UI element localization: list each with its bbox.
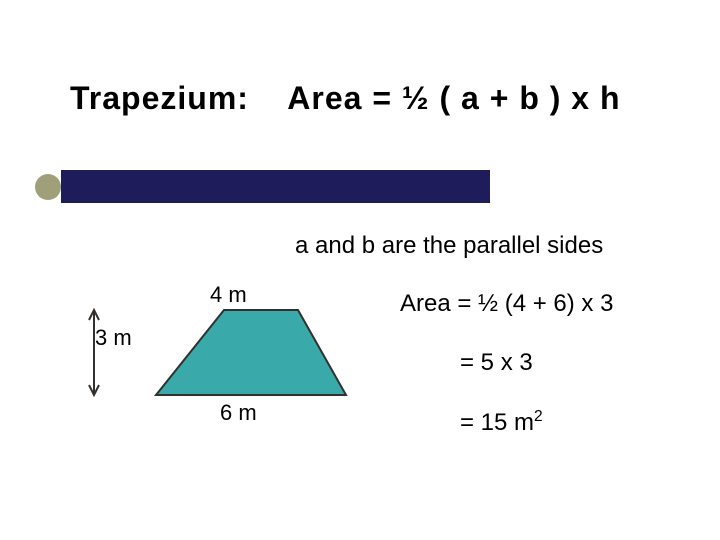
slide-title: Trapezium: Area = ½ ( a + b ) x h (70, 80, 621, 117)
label-height: 3 m (95, 325, 132, 351)
label-bottom-side: 6 m (220, 400, 257, 426)
title-underline (48, 170, 490, 203)
height-arrow-icon (89, 310, 99, 395)
calc-line-3-text: = 15 m (460, 409, 534, 436)
calc-line-3-exp: 2 (534, 408, 543, 425)
calculation-block: Area = ½ (4 + 6) x 3 = 5 x 3 = 15 m2 (400, 290, 613, 437)
title-formula: Area = ½ ( a + b ) x h (287, 80, 620, 116)
title-shape: Trapezium: (70, 80, 249, 116)
calc-line-2: = 5 x 3 (460, 349, 613, 378)
underline-dot-icon (35, 174, 61, 200)
calc-line-1: Area = ½ (4 + 6) x 3 (400, 290, 613, 319)
underline-bar (61, 170, 490, 203)
slide: Trapezium: Area = ½ ( a + b ) x h a and … (0, 0, 720, 540)
trapezium-shape (156, 310, 346, 395)
label-top-side: 4 m (210, 282, 247, 308)
subtitle-text: a and b are the parallel sides (295, 232, 603, 260)
calc-line-3: = 15 m2 (460, 408, 613, 438)
